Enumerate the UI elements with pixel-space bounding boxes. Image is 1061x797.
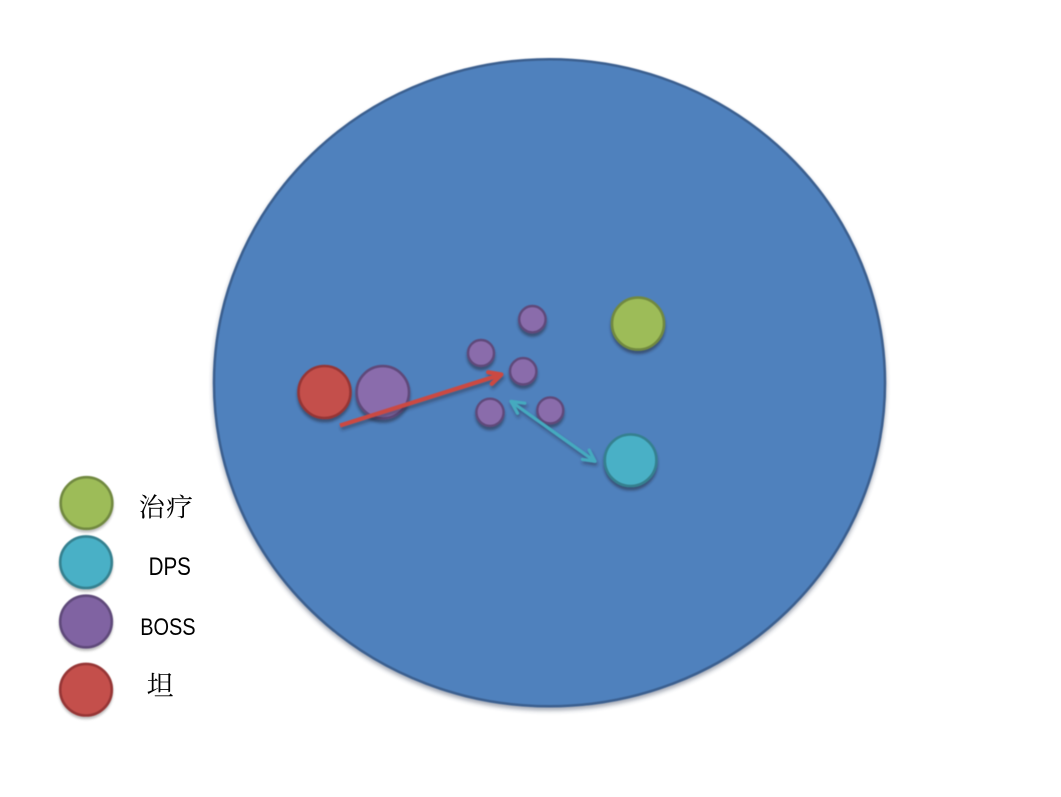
svg-text:DPS: DPS [149,554,191,581]
svg-text:BOSS: BOSS [140,614,195,641]
